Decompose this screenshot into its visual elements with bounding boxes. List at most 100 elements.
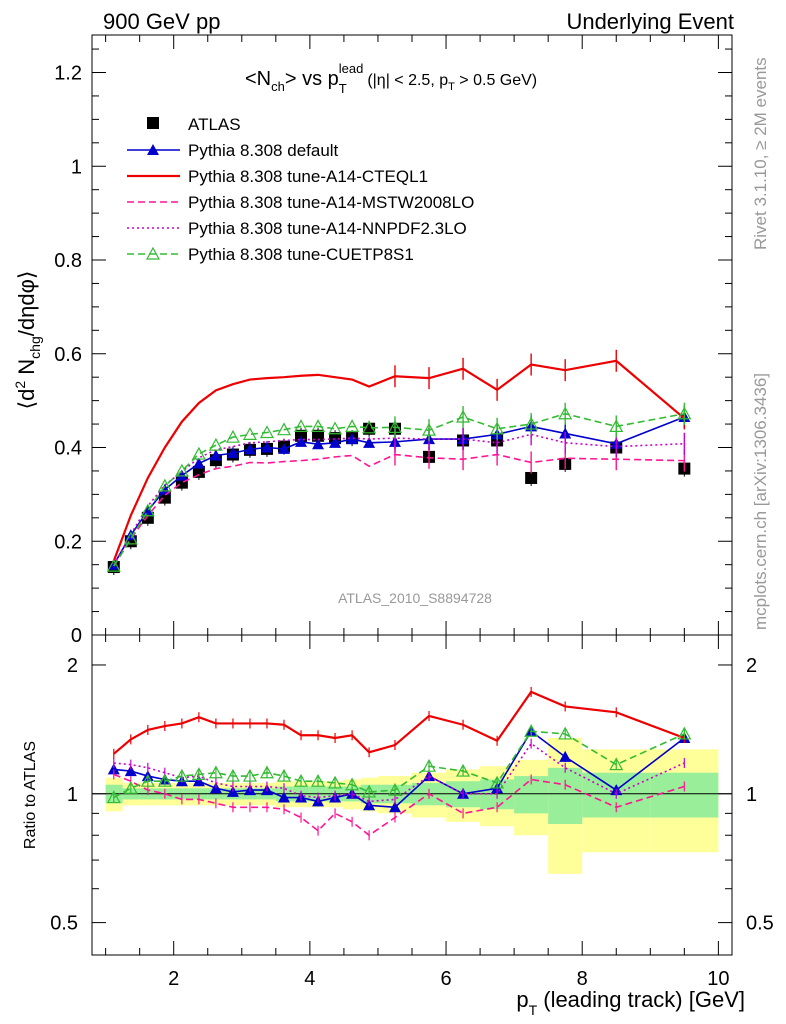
ratio-series-2: [113, 686, 685, 759]
series-point: [175, 469, 188, 481]
ratio-plot-area: 2 4 6 8 10 0.5 0.5 1 1 2 2: [50, 634, 774, 990]
series-point: [422, 422, 437, 436]
series-point: [294, 419, 309, 433]
ratio-point: [559, 750, 572, 762]
series-point: [295, 435, 308, 447]
header-right-label: Underlying Event: [566, 9, 734, 34]
ratio-point: [242, 768, 257, 782]
ratio-point: [140, 773, 155, 787]
ratio-point: [191, 767, 206, 780]
y-tick-label: 0.4: [54, 438, 82, 460]
ratio-point: [677, 726, 692, 740]
data-point: [124, 535, 137, 548]
series-point: [345, 419, 360, 433]
series-point: [276, 422, 292, 436]
mcplots-label: mcplots.cern.ch [arXiv:1306.3436]: [751, 373, 770, 630]
series-point: [260, 441, 273, 453]
series-point: [677, 406, 692, 420]
ratio-series-3: [113, 769, 685, 841]
series-line: [112, 359, 686, 562]
legend-marker: [145, 246, 161, 260]
series-line: [113, 412, 685, 567]
legend-entry: Pythia 8.308 tune-A14-MSTW2008LO: [127, 193, 474, 212]
series-point: [346, 433, 359, 445]
ratio-tick-label-right: 0.5: [746, 913, 774, 935]
ratio-tick-label-right: 1: [746, 784, 757, 806]
plot-title: <Nch> vs pTlead(|η| < 2.5, pT > 0.5 GeV): [245, 61, 537, 96]
ratio-point: [388, 801, 401, 813]
series-point: [157, 478, 172, 492]
x-tick-label: 6: [440, 968, 451, 990]
x-tick-label: 8: [577, 968, 588, 990]
ratio-point: [387, 782, 402, 796]
legend-entry: Pythia 8.308 default: [127, 141, 339, 160]
series-point: [456, 409, 471, 423]
series-point: [225, 429, 240, 443]
series-point: [226, 447, 239, 459]
series-line: [113, 433, 685, 566]
data-point: [312, 429, 325, 442]
ratio-point: [106, 790, 121, 804]
ratio-point: [422, 758, 437, 772]
series-line: [113, 416, 685, 566]
ratio-point: [157, 773, 172, 787]
data-point: [363, 422, 376, 435]
y-tick-label: 0.2: [54, 531, 82, 553]
ratio-point: [362, 784, 377, 798]
ratio-point: [225, 768, 240, 782]
x-axis-title: pT (leading track) [GeV]: [516, 987, 745, 1018]
data-point: [192, 465, 205, 478]
series-point: [278, 442, 290, 454]
ratio-point: [174, 768, 189, 782]
series-point: [558, 406, 573, 420]
ratio-tick-label: 1: [67, 784, 78, 806]
legend-label: Pythia 8.308 tune-CUETP8S1: [188, 245, 414, 264]
ratio-y-axis-title: Ratio to ATLAS: [22, 741, 39, 849]
ratio-point: [276, 768, 292, 782]
ratio-point: [609, 757, 624, 771]
ratio-point: [123, 781, 138, 794]
series-point: [174, 463, 189, 477]
data-point: [525, 471, 538, 484]
series-point: [259, 425, 274, 439]
x-tick-label: 4: [304, 968, 315, 990]
y-zero-label: 0: [71, 625, 82, 647]
legend-entry: ATLAS: [147, 115, 241, 134]
header-left-label: 900 GeV pp: [103, 9, 220, 34]
legend-label: Pythia 8.308 tune-A14-MSTW2008LO: [188, 193, 474, 212]
series-line: [113, 453, 685, 567]
analysis-watermark: ATLAS_2010_S8894728: [338, 590, 492, 606]
ratio-line: [113, 690, 685, 755]
series-point: [242, 427, 257, 440]
legend: ATLAS Pythia 8.308 default Pythia 8.308 tu…: [127, 115, 474, 264]
legend-label: Pythia 8.308 tune-A14-NNPDF2.3LO: [188, 219, 467, 238]
ratio-point: [278, 791, 290, 803]
ratio-line: [113, 730, 685, 799]
ratio-line: [113, 773, 685, 837]
legend-label: Pythia 8.308 default: [188, 141, 339, 160]
y-tick-label: 0.6: [54, 344, 82, 366]
ratio-point: [345, 777, 360, 791]
series-point: [490, 421, 505, 435]
series-point: [158, 483, 171, 495]
y-axis-title: ⟨d2 Nchg/dηdφ⟩: [12, 271, 43, 410]
legend-marker: [147, 117, 159, 129]
ratio-point: [524, 724, 539, 737]
y-tick-label: 1.2: [54, 63, 82, 85]
ratio-point: [558, 726, 573, 740]
ratio-point: [208, 765, 223, 779]
series-point: [123, 531, 138, 545]
rivet-version-label: Rivet 3.1.10, ≥ 2M events: [751, 57, 770, 250]
ratio-tick-label: 0.5: [50, 913, 78, 935]
y-tick-label: 1: [71, 156, 82, 178]
legend-entry: Pythia 8.308 tune-A14-NNPDF2.3LO: [127, 219, 467, 238]
ratio-inner-band: [650, 772, 719, 818]
series-5: [106, 402, 692, 572]
series-point: [243, 443, 256, 455]
series-point: [363, 436, 376, 448]
ratio-point: [294, 773, 309, 787]
legend-entry: Pythia 8.308 tune-A14-CTEQL1: [127, 167, 428, 186]
series-point: [387, 420, 402, 433]
ratio-point: [456, 763, 471, 777]
